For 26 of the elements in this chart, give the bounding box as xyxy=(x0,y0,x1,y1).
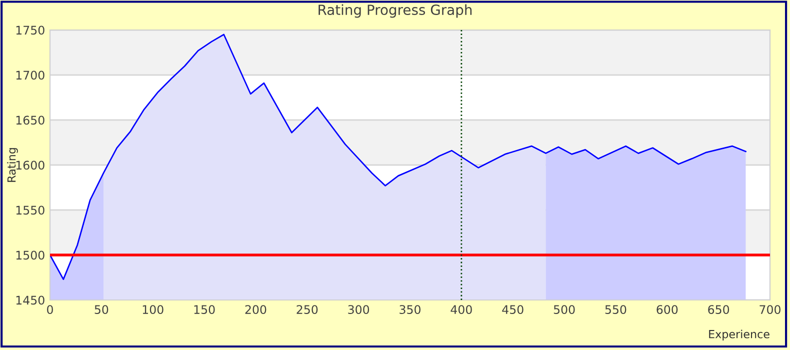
x-tick-label: 650 xyxy=(708,305,730,314)
x-tick-label: 200 xyxy=(245,305,266,314)
x-tick-label: 300 xyxy=(348,305,370,314)
x-tick-label: 500 xyxy=(554,305,575,314)
y-tick-label: 1550 xyxy=(16,206,44,215)
x-tick-label: 600 xyxy=(656,305,678,314)
line-series xyxy=(50,34,746,280)
y-tick-label: 1500 xyxy=(16,250,44,260)
x-tick-label: 550 xyxy=(605,305,626,314)
x-tick-label: 350 xyxy=(400,305,420,314)
x-tick-label: 250 xyxy=(296,305,318,314)
chart-title: Rating Progress Graph xyxy=(318,4,472,18)
y-tick-label: 1750 xyxy=(16,26,44,35)
y-tick-label: 1450 xyxy=(16,296,44,305)
x-tick-label: 150 xyxy=(194,305,215,314)
y-axis-title: Rating xyxy=(7,148,18,182)
x-tick-label: 700 xyxy=(760,305,780,314)
x-tick-label: 100 xyxy=(142,305,164,314)
x-tick-label: 400 xyxy=(450,305,472,314)
y-tick-label: 1600 xyxy=(16,160,44,170)
x-tick-label: 50 xyxy=(94,305,108,314)
y-tick-label: 1650 xyxy=(16,116,44,125)
y-tick-label: 1700 xyxy=(16,70,44,80)
x-axis-title: Experience xyxy=(709,330,770,340)
x-tick-label: 0 xyxy=(47,305,53,314)
x-tick-label: 450 xyxy=(502,305,524,314)
